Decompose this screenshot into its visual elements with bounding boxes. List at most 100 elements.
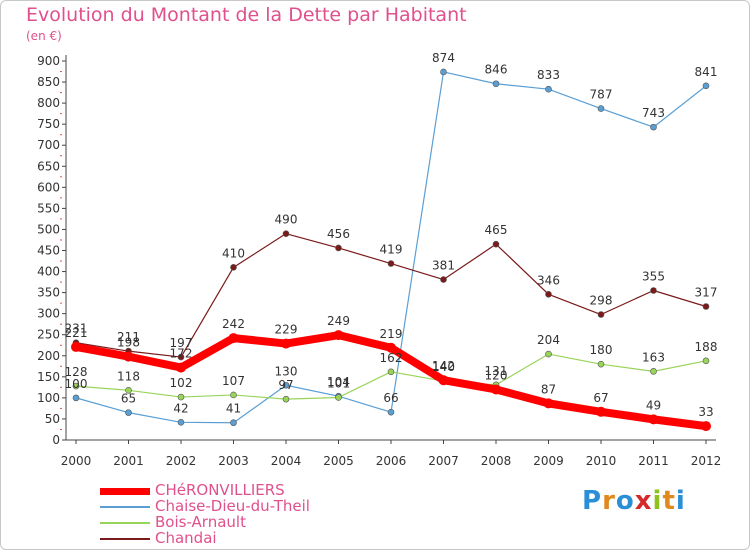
- y-tick-label: 350: [37, 286, 60, 300]
- data-point: [597, 360, 605, 368]
- data-point: [702, 357, 710, 365]
- data-label: 211: [117, 330, 140, 344]
- data-labels: 100 65 42 41 130 104 66 874 846 833 787 743 841 128 11…: [65, 51, 718, 419]
- legend-label: CHéRONVILLIERS: [155, 481, 285, 499]
- legend-label: Chaise-Dieu-du-Theil: [155, 497, 310, 515]
- axes: 0 50 100 150 200 250 300 350 400 450 500 550 600 650 7…: [37, 54, 721, 468]
- data-label: 87: [541, 382, 556, 396]
- data-point: [545, 290, 552, 298]
- data-label: 180: [590, 343, 613, 357]
- data-label: 787: [590, 88, 613, 102]
- data-point: [650, 287, 657, 294]
- legend-swatch: [100, 522, 150, 524]
- data-label: 42: [173, 401, 188, 415]
- series-layer: [71, 68, 711, 432]
- x-tick-label: 2008: [481, 454, 512, 468]
- legend-swatch: [100, 538, 150, 540]
- data-label: 188: [695, 340, 718, 354]
- y-tick-label: 750: [37, 117, 60, 131]
- data-point: [228, 333, 239, 344]
- y-tick-label: 550: [37, 201, 60, 215]
- legend-label: Bois-Arnault: [155, 513, 246, 531]
- data-label: 381: [432, 259, 455, 273]
- data-point: [335, 394, 342, 401]
- data-label: 49: [646, 398, 661, 412]
- y-tick-label: 650: [37, 159, 60, 173]
- logo-letter: t: [662, 486, 676, 516]
- data-point: [387, 260, 395, 267]
- x-tick-label: 2012: [691, 454, 722, 468]
- data-label: 874: [432, 51, 455, 65]
- data-point: [440, 276, 447, 283]
- legend-item: Bois-Arnault: [100, 513, 360, 531]
- data-point: [282, 381, 290, 389]
- data-point: [230, 391, 237, 399]
- data-label: 65: [121, 392, 136, 406]
- data-label: 142: [432, 359, 455, 373]
- data-label: 66: [383, 391, 398, 405]
- y-tick-label: 100: [37, 391, 60, 405]
- data-label: 841: [695, 65, 718, 79]
- logo-letter: i: [652, 486, 663, 516]
- data-point: [125, 409, 132, 416]
- data-point: [387, 408, 395, 416]
- data-label: 410: [222, 246, 245, 260]
- data-label: 249: [327, 314, 350, 328]
- x-tick-label: 2002: [166, 454, 197, 468]
- data-point: [492, 240, 500, 248]
- data-label: 163: [642, 350, 665, 364]
- y-tick-label: 500: [37, 222, 60, 236]
- data-point: [282, 230, 290, 237]
- data-label: 219: [380, 327, 403, 341]
- data-label: 456: [327, 227, 350, 241]
- data-label: 41: [226, 402, 241, 416]
- x-tick-label: 2010: [586, 454, 617, 468]
- data-point: [177, 419, 185, 426]
- data-point: [702, 82, 710, 90]
- logo-letter: i: [675, 486, 686, 516]
- data-label: 140: [432, 360, 455, 374]
- data-label: 197: [170, 336, 193, 350]
- legend-swatch: [100, 506, 150, 508]
- data-label: 317: [695, 286, 718, 300]
- y-tick-label: 150: [37, 370, 60, 384]
- legend-item: Chandai: [100, 529, 360, 547]
- legend-item: CHéRONVILLIERS: [100, 481, 360, 499]
- logo-letter: P: [582, 486, 603, 516]
- data-label: 102: [170, 376, 193, 390]
- data-label: 172: [170, 347, 193, 361]
- data-label: 490: [275, 213, 298, 227]
- y-tick-label: 700: [37, 138, 60, 152]
- data-point: [491, 384, 501, 395]
- data-point: [123, 351, 134, 362]
- data-point: [543, 398, 554, 409]
- x-tick-label: 2003: [218, 454, 249, 468]
- y-tick-label: 850: [37, 75, 60, 89]
- data-label: 204: [537, 333, 560, 347]
- x-tick-label: 2001: [113, 454, 144, 468]
- data-label: 743: [642, 106, 665, 120]
- data-point: [387, 368, 395, 376]
- data-label: 198: [117, 336, 140, 350]
- data-label: 104: [327, 375, 350, 389]
- x-tick-label: 2006: [376, 454, 407, 468]
- data-point: [125, 387, 132, 394]
- data-label: 355: [642, 270, 665, 284]
- x-tick-label: 2000: [61, 454, 92, 468]
- data-label: 33: [698, 405, 713, 419]
- logo-letter: r: [602, 486, 616, 516]
- data-point: [72, 382, 80, 390]
- data-label: 128: [65, 365, 88, 379]
- data-label: 346: [537, 273, 560, 287]
- data-point: [702, 303, 710, 310]
- data-point: [597, 311, 605, 318]
- data-label: 118: [117, 369, 140, 383]
- data-point: [177, 393, 185, 401]
- data-point: [386, 342, 396, 353]
- x-tick-label: 2009: [533, 454, 564, 468]
- data-label: 130: [275, 364, 298, 378]
- data-point: [545, 85, 552, 93]
- data-point: [177, 353, 185, 361]
- logo-letter: x: [634, 486, 653, 516]
